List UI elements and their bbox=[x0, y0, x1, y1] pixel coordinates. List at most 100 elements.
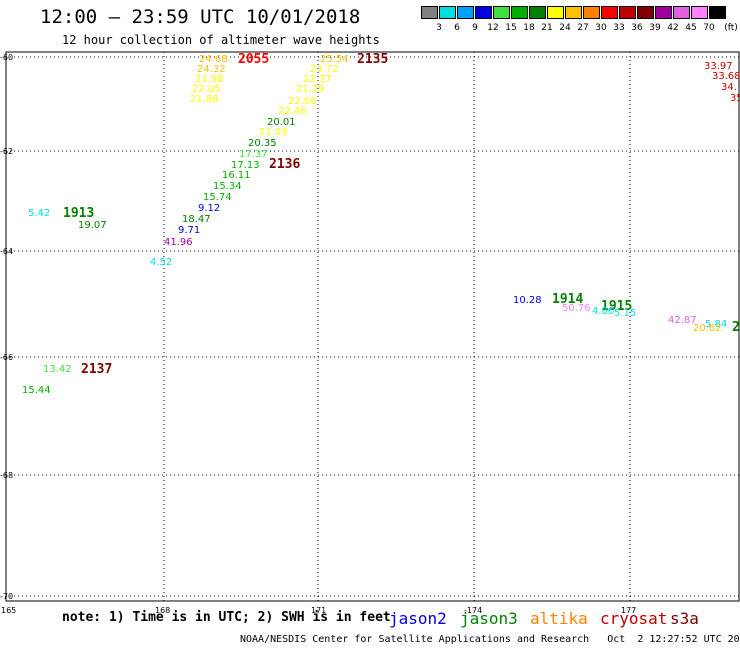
lat-tick-label: -62 bbox=[0, 147, 13, 156]
legend-label: 42 bbox=[667, 23, 679, 33]
legend-swatch bbox=[619, 6, 636, 19]
wave-height-label: 22.37 bbox=[303, 74, 332, 85]
legend-swatch bbox=[601, 6, 618, 19]
map-frame bbox=[5, 51, 740, 602]
wave-height-label: 17.37 bbox=[239, 149, 268, 160]
legend-label: 18 bbox=[523, 23, 535, 33]
wave-height-label: 22.66 bbox=[288, 96, 317, 107]
legend-label: 12 bbox=[487, 23, 499, 33]
lat-tick-label: -70 bbox=[0, 592, 13, 601]
wave-height-label: 5.84 bbox=[705, 319, 727, 330]
legend-label: 36 bbox=[631, 23, 643, 33]
legend-unit: (ft) bbox=[724, 23, 738, 33]
wave-height-label: 9.71 bbox=[178, 225, 200, 236]
wave-height-label: 21.88 bbox=[190, 94, 219, 105]
wave-height-label: 16.11 bbox=[222, 170, 251, 181]
legend-label: 45 bbox=[685, 23, 697, 33]
lon-tick-label: -174 bbox=[464, 606, 482, 615]
satellite-jason2: jason2 bbox=[389, 609, 447, 628]
wave-height-label: 35 bbox=[730, 93, 740, 104]
map-title: 12:00 — 23:59 UTC 10/01/2018 bbox=[40, 6, 361, 28]
wave-height-label: 22.46 bbox=[278, 106, 307, 117]
wave-height-label: 13.42 bbox=[43, 364, 72, 375]
wave-height-label: 5.15 bbox=[614, 308, 636, 319]
satellite-cryosat: cryosat bbox=[600, 609, 668, 628]
legend-swatch bbox=[421, 6, 438, 19]
legend-label: 15 bbox=[505, 23, 517, 33]
wave-height-label: 42.87 bbox=[668, 315, 697, 326]
legend-swatch bbox=[565, 6, 582, 19]
wave-height-label: 20.62 bbox=[693, 323, 722, 334]
note-text: note: 1) Time is in UTC; 2) SWH is in fe… bbox=[62, 610, 391, 625]
legend-label: 24 bbox=[559, 23, 571, 33]
satellite-s3a: s3a bbox=[670, 609, 699, 628]
legend-label: 33 bbox=[613, 23, 625, 33]
satellite-altika: altika bbox=[530, 609, 588, 628]
pass-time-label: 1913 bbox=[63, 206, 94, 221]
pass-time-label: 2137 bbox=[81, 362, 112, 377]
legend-swatch bbox=[637, 6, 654, 19]
wave-height-label: 4.52 bbox=[150, 257, 172, 268]
wave-height-label: 21.09 bbox=[259, 127, 288, 138]
wave-height-label: 21.98 bbox=[195, 74, 224, 85]
legend-label: 6 bbox=[454, 23, 460, 33]
legend-swatch bbox=[439, 6, 456, 19]
pass-time-label: 2 bbox=[732, 320, 740, 335]
lat-tick-label: -68 bbox=[0, 471, 13, 480]
lat-tick-label: -64 bbox=[0, 247, 13, 256]
legend-swatch bbox=[547, 6, 564, 19]
wave-height-label: 33.97 bbox=[704, 61, 733, 72]
wave-height-label: 5.42 bbox=[28, 208, 50, 219]
lon-tick-label: 177 bbox=[621, 606, 636, 615]
legend-swatch bbox=[673, 6, 690, 19]
wave-height-label: 50.76 bbox=[562, 303, 591, 314]
lat-tick-label: -66 bbox=[0, 353, 13, 362]
pass-time-label: 2135 bbox=[357, 52, 388, 67]
legend-swatch bbox=[511, 6, 528, 19]
legend-label: 39 bbox=[649, 23, 661, 33]
wave-height-label: 17.13 bbox=[231, 160, 260, 171]
wave-height-label: 9.12 bbox=[198, 203, 220, 214]
wave-height-label: 24.68 bbox=[199, 54, 228, 65]
legend-swatch bbox=[709, 6, 726, 19]
lon-tick-label: 171 bbox=[311, 606, 326, 615]
legend-label: 21 bbox=[541, 23, 553, 33]
wave-height-label: 18.47 bbox=[182, 214, 211, 225]
wave-height-label: 24.32 bbox=[197, 64, 226, 75]
legend-swatch bbox=[691, 6, 708, 19]
legend-label: 3 bbox=[436, 23, 442, 33]
wave-height-label: 22.05 bbox=[192, 84, 221, 95]
wave-height-label: 20.35 bbox=[248, 138, 277, 149]
legend-label: 9 bbox=[472, 23, 478, 33]
wave-height-label: 25.54 bbox=[320, 54, 349, 65]
lon-tick-label: 168 bbox=[155, 606, 170, 615]
map-subtitle: 12 hour collection of altimeter wave hei… bbox=[62, 33, 380, 47]
pass-time-label: 2055 bbox=[238, 52, 269, 67]
legend-swatch bbox=[529, 6, 546, 19]
wave-height-label: 33.68 bbox=[712, 71, 740, 82]
wave-height-label: 15.44 bbox=[22, 385, 51, 396]
wave-height-label: 15.74 bbox=[203, 192, 232, 203]
wave-height-label: 4.86 bbox=[592, 306, 614, 317]
legend-label: 27 bbox=[577, 23, 589, 33]
legend-swatch bbox=[493, 6, 510, 19]
wave-height-label: 15.34 bbox=[213, 181, 242, 192]
footer-credit: NOAA/NESDIS Center for Satellite Applica… bbox=[240, 634, 740, 645]
wave-height-label: 21.29 bbox=[296, 84, 325, 95]
pass-time-label: 1914 bbox=[552, 292, 583, 307]
legend-label: 30 bbox=[595, 23, 607, 33]
legend-swatch bbox=[475, 6, 492, 19]
lat-tick-label: -60 bbox=[0, 53, 13, 62]
legend-swatch bbox=[457, 6, 474, 19]
wave-height-label: 34. bbox=[721, 82, 737, 93]
legend-swatch bbox=[583, 6, 600, 19]
wave-height-label: 20.01 bbox=[267, 117, 296, 128]
pass-time-label: 1915 bbox=[601, 299, 632, 314]
legend-label: 70 bbox=[703, 23, 715, 33]
wave-height-label: 19.07 bbox=[78, 220, 107, 231]
lon-tick-label: 165 bbox=[1, 606, 16, 615]
satellite-jason3: jason3 bbox=[460, 609, 518, 628]
legend-swatch bbox=[655, 6, 672, 19]
